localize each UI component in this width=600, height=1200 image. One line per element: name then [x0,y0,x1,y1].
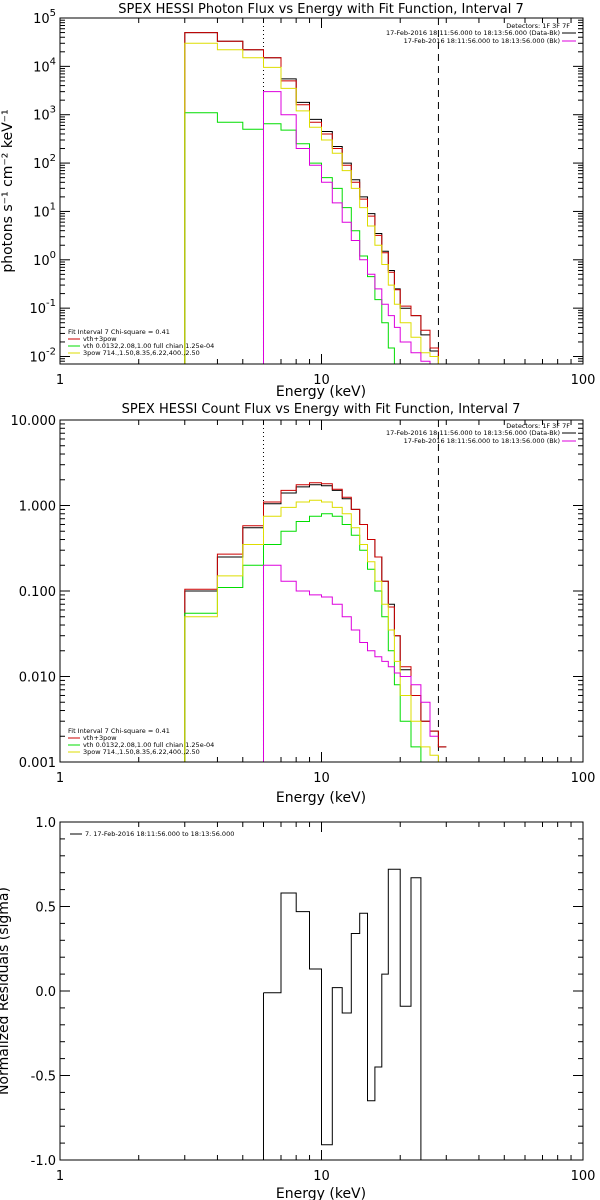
count-legend-bk: 17-Feb-2016 18:11:56.000 to 18:13:56.000… [404,437,560,445]
photon-legend-top: Detectors: 1F 3F 7F 17-Feb-2016 18:11:56… [386,22,576,45]
count-legend-total: vth+3pow [83,734,117,742]
photon-legend-total: vth+3pow [83,335,117,343]
photon-series-data [184,32,447,365]
photon-flux-panel: SPEX HESSI Photon Flux vs Energy with Fi… [0,2,595,400]
x-tick-label: 1 [56,1169,64,1184]
x-tick-label: 1 [56,373,64,388]
photon-series-power_law [184,42,447,365]
photon-plot-frame [59,17,584,365]
photon-y-axis-label: photons s⁻¹ cm⁻² keV⁻¹ [0,109,16,272]
photon-legend-fit-interval: Fit Interval 7 Chi-square = 0.41 [68,328,170,336]
x-tick-label: 10 [313,1169,330,1184]
y-tick-label: 10-1 [29,298,56,317]
residuals-panel: 1 10 100 1.0 0.5 0.0 -0.5 -1.0 Energy (keV) Nor… [0,816,595,1200]
y-tick-label: 104 [33,56,56,75]
photon-plot-area: 1 10 100 105 104 103 102 101 100 10-1 10-2 [29,8,595,388]
residuals-plot-area: 1 10 100 1.0 0.5 0.0 -0.5 -1.0 [31,816,596,1184]
count-series-data [184,484,447,762]
count-legend-thermal: vth 0.0132,2.08,1.00 full chian 1.25e-04 [83,741,214,749]
photon-legend-thermal: vth 0.0132,2.08,1.00 full chian 1.25e-04 [83,342,214,350]
count-legend-data-bk: 17-Feb-2016 18:11:56.000 to 18:13:56.000… [386,429,560,437]
photon-x-axis-label: Energy (keV) [276,384,366,400]
x-tick-label: 100 [571,771,596,786]
y-tick-label: -1.0 [31,1154,56,1169]
count-legend-detectors: Detectors: 1F 3F 7F [506,422,570,430]
y-tick-label: 100 [33,250,56,269]
count-series-power_law [184,499,447,763]
y-tick-label: 0.5 [35,901,56,916]
y-tick-label: 102 [33,153,56,172]
count-legend-power-law: 3pow 714.,1.50,8.35,6.22,400.,2.50 [83,748,200,756]
photon-legend-power-law: 3pow 714.,1.50,8.35,6.22,400.,2.50 [83,349,200,357]
y-tick-label: 0.010 [19,671,56,686]
photon-legend-detectors: Detectors: 1F 3F 7F [506,22,570,30]
y-tick-label: 0.001 [19,756,56,771]
photon-series-background [263,91,439,365]
y-tick-label: -0.5 [31,1070,56,1085]
count-plot-area: 1 10 100 10.000 1.000 0.100 0.010 0.001 [11,414,596,786]
count-flux-panel: SPEX HESSI Count Flux vs Energy with Fit… [11,402,596,806]
count-legend-fit-interval: Fit Interval 7 Chi-square = 0.41 [68,727,170,735]
y-tick-label: 1.000 [19,500,56,515]
residuals-series-residual [263,868,439,1161]
y-tick-label: 0.0 [35,985,56,1000]
residuals-plot-frame [59,821,584,1161]
residuals-legend-interval: 7. 17-Feb-2016 18:11:56.000 to 18:13:56.… [85,830,234,838]
count-x-axis-label: Energy (keV) [276,790,366,806]
photon-series-total [184,32,447,365]
y-tick-label: 103 [33,105,56,124]
photon-legend-bottom: Fit Interval 7 Chi-square = 0.41 vth+3po… [68,328,214,357]
count-legend-bottom: Fit Interval 7 Chi-square = 0.41 vth+3po… [68,727,214,756]
y-tick-label: 10.000 [11,414,57,429]
y-tick-label: 10-2 [29,347,56,366]
count-series-background [263,564,439,762]
count-chart-title: SPEX HESSI Count Flux vs Energy with Fit… [122,402,521,417]
photon-chart-title: SPEX HESSI Photon Flux vs Energy with Fi… [118,2,524,17]
x-tick-label: 100 [571,373,596,388]
y-tick-label: 0.100 [19,585,56,600]
x-tick-label: 100 [571,1169,596,1184]
photon-series-thermal [184,112,447,365]
residuals-x-axis-label: Energy (keV) [276,1186,366,1200]
count-series-thermal [184,513,447,763]
residuals-y-axis-label: Normalized Residuals (sigma) [0,887,12,1095]
y-tick-label: 1.0 [35,816,56,831]
photon-legend-data-bk: 17-Feb-2016 18:11:56.000 to 18:13:56.000… [386,29,560,37]
x-tick-label: 1 [56,771,64,786]
x-tick-label: 10 [313,771,330,786]
count-legend-top: Detectors: 1F 3F 7F 17-Feb-2016 18:11:56… [386,422,576,445]
photon-legend-bk: 17-Feb-2016 18:11:56.000 to 18:13:56.000… [404,37,560,45]
y-tick-label: 105 [33,8,56,27]
count-series-total [184,482,447,762]
y-tick-label: 101 [33,201,56,220]
x-tick-label: 10 [313,373,330,388]
count-plot-frame [59,419,584,763]
